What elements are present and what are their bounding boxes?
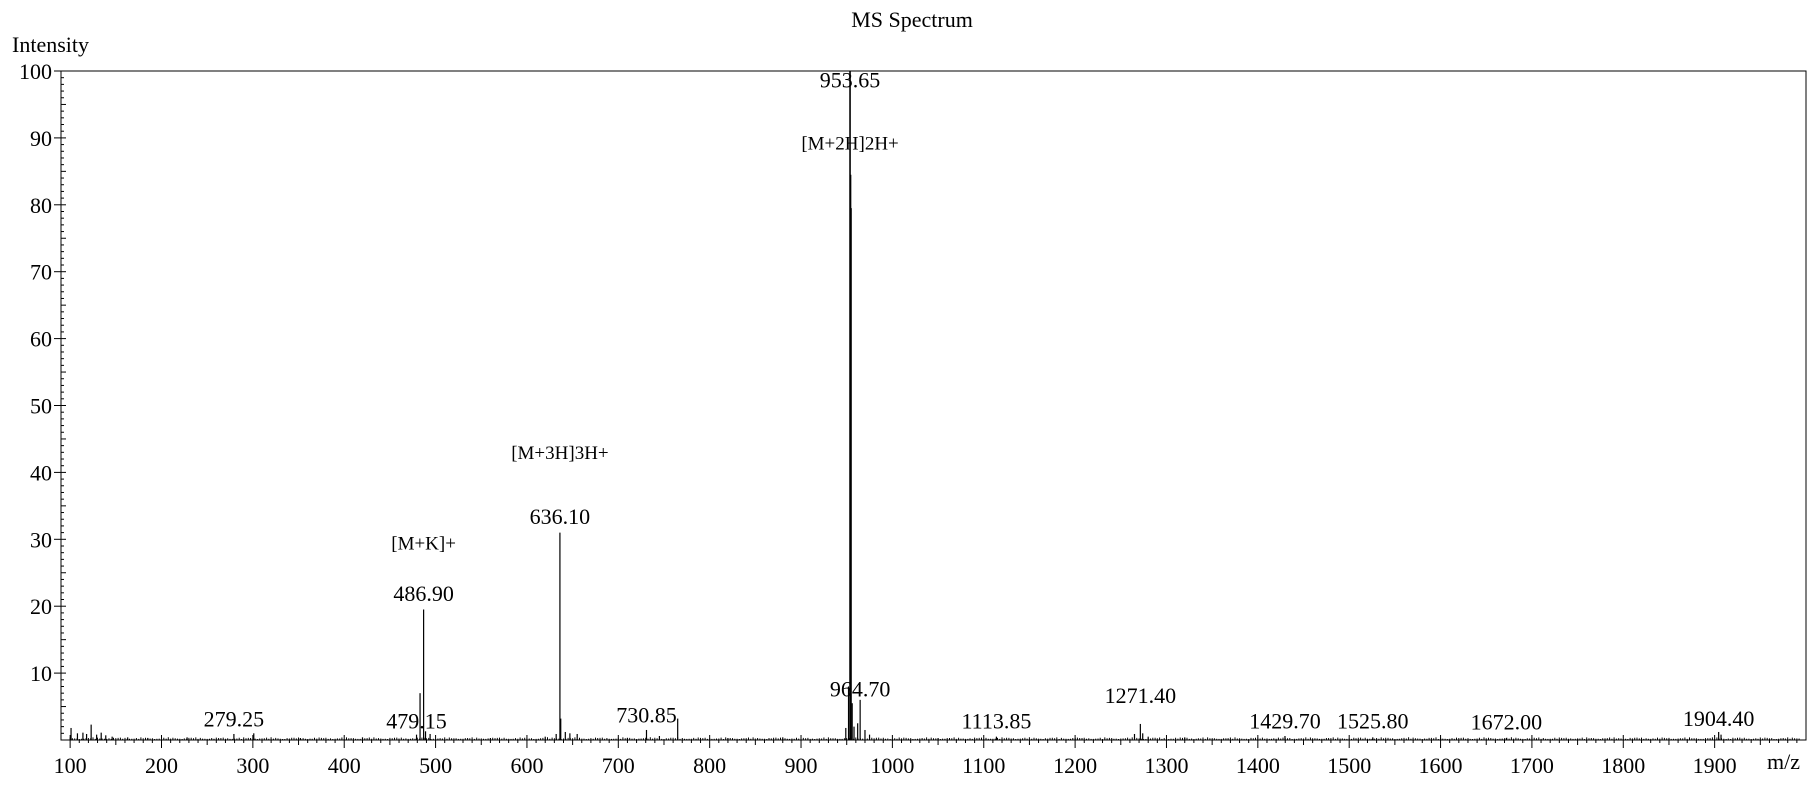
peak-mz-label: 1672.00 [1471,709,1543,734]
x-tick-label: 1900 [1693,753,1737,778]
y-tick-label: 80 [30,193,52,218]
adduct-label: [M+2H]2H+ [801,133,898,154]
y-axis-ticks: 10 20 30 40 50 60 70 80 90 100 [19,59,66,734]
x-tick-label: 700 [602,753,635,778]
y-tick-label: 100 [19,59,52,84]
peak-mz-label: 1525.80 [1337,709,1409,734]
x-tick-label: 1200 [1053,753,1097,778]
x-tick-label: 900 [785,753,818,778]
y-tick-label: 10 [30,661,52,686]
peak-annotations: 953.65 [M+2H]2H+ [M+3H]3H+ 636.10 [M+K]+ 486.… [204,68,1755,735]
x-tick-label: 200 [145,753,178,778]
adduct-label: [M+3H]3H+ [511,443,608,464]
y-tick-label: 90 [30,126,52,151]
x-tick-label: 300 [236,753,269,778]
peak-mz-label: 486.90 [393,581,454,606]
x-tick-label: 1000 [870,753,914,778]
peak-mz-label: 964.70 [830,677,891,702]
y-tick-label: 40 [30,460,52,485]
x-tick-label: 800 [693,753,726,778]
peak-mz-label: 1904.40 [1683,706,1755,731]
peak-mz-label: 636.10 [530,504,591,529]
x-axis-ticks: 100 200 300 400 500 600 700 800 900 1000 1100 1200 1… [54,735,1798,778]
x-tick-label: 500 [419,753,452,778]
adduct-label: [M+K]+ [391,533,456,554]
x-tick-label: 1100 [962,753,1005,778]
y-tick-label: 30 [30,527,52,552]
noise-baseline [69,737,1800,740]
y-tick-label: 60 [30,327,52,352]
x-tick-label: 400 [328,753,361,778]
x-tick-label: 1600 [1419,753,1463,778]
y-axis-label: Intensity [12,32,89,57]
x-tick-label: 1300 [1144,753,1188,778]
plot-frame [60,70,1807,741]
peak-mz-label: 1113.85 [961,709,1031,734]
peak-mz-label: 953.65 [820,68,881,93]
x-tick-label: 1800 [1601,753,1645,778]
y-tick-label: 70 [30,260,52,285]
peak-mz-label: 279.25 [204,707,265,732]
y-tick-label: 20 [30,594,52,619]
x-axis-label: m/z [1767,749,1800,774]
chart-title: MS Spectrum [851,7,973,32]
peak-mz-label: 1429.70 [1249,709,1321,734]
peak-mz-label: 1271.40 [1105,683,1177,708]
peak-mz-label: 730.85 [616,703,677,728]
x-tick-label: 100 [54,753,87,778]
x-tick-label: 1700 [1510,753,1554,778]
x-tick-label: 1400 [1236,753,1280,778]
peak-mz-label: 479.15 [386,709,447,734]
y-tick-label: 50 [30,394,52,419]
x-tick-label: 600 [510,753,543,778]
x-tick-label: 1500 [1327,753,1371,778]
spectrum-peaks [69,71,1800,740]
